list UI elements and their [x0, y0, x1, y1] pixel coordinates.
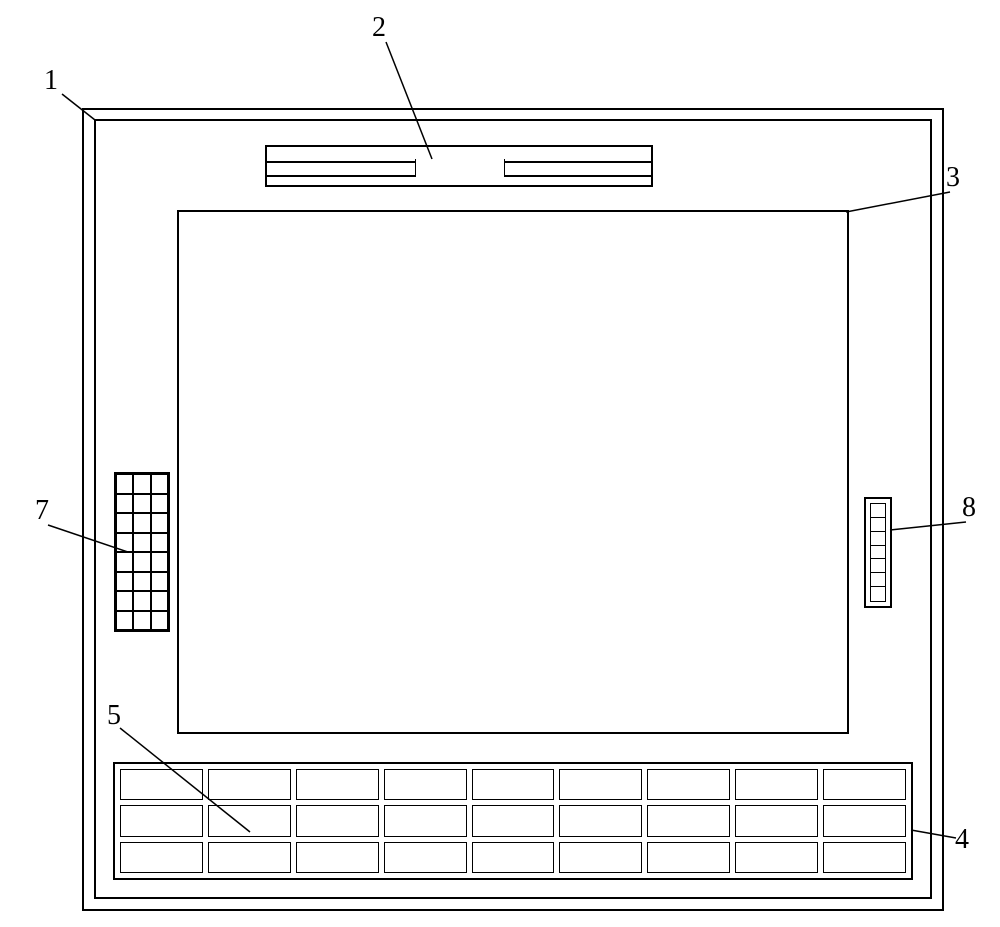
left-grid-cell — [116, 552, 133, 572]
keypad-key[interactable] — [559, 805, 642, 836]
keypad-key[interactable] — [384, 769, 467, 800]
keypad-key[interactable] — [559, 769, 642, 800]
left-grid-cell — [116, 513, 133, 533]
callout-label-1: 1 — [44, 65, 58, 97]
bottom-keypad — [113, 762, 913, 880]
left-grid-cell — [133, 591, 150, 611]
callout-label-8: 8 — [962, 492, 976, 524]
keypad-key[interactable] — [823, 805, 906, 836]
top-slot-center — [415, 159, 505, 177]
left-grid-cell — [116, 474, 133, 494]
keypad-key[interactable] — [120, 769, 203, 800]
callout-label-5: 5 — [107, 700, 121, 732]
keypad-key[interactable] — [647, 769, 730, 800]
left-grid-cell — [151, 591, 168, 611]
keypad-key[interactable] — [472, 842, 555, 873]
left-grid-cell — [133, 552, 150, 572]
keypad-key[interactable] — [384, 805, 467, 836]
keypad-key[interactable] — [735, 805, 818, 836]
keypad-key[interactable] — [208, 769, 291, 800]
callout-label-4: 4 — [955, 824, 969, 856]
main-screen — [177, 210, 849, 734]
right-strip-cell — [871, 532, 885, 546]
right-strip-cell — [871, 546, 885, 560]
left-grid-cell — [151, 513, 168, 533]
callout-label-3: 3 — [946, 162, 960, 194]
keypad-key[interactable] — [296, 842, 379, 873]
right-strip-cell — [871, 504, 885, 518]
keypad-key[interactable] — [384, 842, 467, 873]
keypad-key[interactable] — [647, 805, 730, 836]
keypad-key[interactable] — [823, 842, 906, 873]
right-strip-cell — [871, 587, 885, 601]
keypad-key[interactable] — [120, 805, 203, 836]
left-grid-cell — [133, 611, 150, 631]
left-grid-cell — [151, 533, 168, 553]
callout-label-7: 7 — [35, 495, 49, 527]
left-grid-cell — [116, 572, 133, 592]
left-grid-cell — [133, 533, 150, 553]
left-grid-cell — [116, 494, 133, 514]
keypad-key[interactable] — [559, 842, 642, 873]
keypad-key[interactable] — [647, 842, 730, 873]
left-grid-cell — [151, 552, 168, 572]
left-grid-cell — [151, 572, 168, 592]
keypad-key[interactable] — [208, 805, 291, 836]
left-grid-panel — [114, 472, 170, 632]
keypad-key[interactable] — [120, 842, 203, 873]
right-strip-panel — [864, 497, 892, 608]
left-grid-cell — [151, 474, 168, 494]
keypad-key[interactable] — [208, 842, 291, 873]
left-grid-cell — [116, 611, 133, 631]
right-strip-cell — [871, 559, 885, 573]
right-strip-cell — [871, 573, 885, 587]
left-grid-cell — [133, 474, 150, 494]
left-grid-cell — [133, 572, 150, 592]
left-grid-cell — [133, 494, 150, 514]
keypad-key[interactable] — [823, 769, 906, 800]
keypad-key[interactable] — [735, 769, 818, 800]
callout-label-2: 2 — [372, 12, 386, 44]
left-grid-cell — [116, 533, 133, 553]
right-strip-inner — [870, 503, 886, 602]
left-grid-cell — [133, 513, 150, 533]
keypad-key[interactable] — [296, 805, 379, 836]
keypad-key[interactable] — [472, 805, 555, 836]
keypad-key[interactable] — [735, 842, 818, 873]
top-slot-panel — [265, 145, 653, 187]
right-strip-cell — [871, 518, 885, 532]
left-grid-cell — [116, 591, 133, 611]
keypad-key[interactable] — [296, 769, 379, 800]
keypad-key[interactable] — [472, 769, 555, 800]
left-grid-cell — [151, 494, 168, 514]
left-grid-cell — [151, 611, 168, 631]
